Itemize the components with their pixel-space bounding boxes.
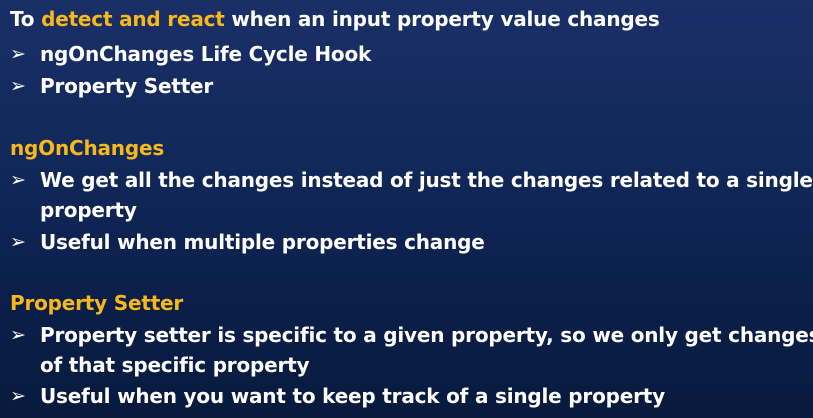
intro-suffix: when an input property value changes	[224, 7, 660, 31]
section-heading-property-setter: Property Setter	[10, 291, 184, 315]
section2-bullet-1-line2: of that specific property	[40, 353, 310, 377]
bullet-arrow-icon: ➢	[10, 169, 26, 191]
bullet-arrow-icon: ➢	[10, 75, 26, 97]
section1-bullet-2: Useful when multiple properties change	[40, 230, 485, 254]
intro-prefix: To	[10, 7, 42, 31]
intro-highlight: detect and react	[41, 7, 225, 31]
section2-bullet-2: Useful when you want to keep track of a …	[40, 384, 665, 408]
bullet-arrow-icon: ➢	[10, 385, 26, 407]
intro-bullet-ngonchanges: ngOnChanges Life Cycle Hook	[40, 42, 372, 66]
bullet-arrow-icon: ➢	[10, 43, 26, 65]
bullet-arrow-icon: ➢	[10, 324, 26, 346]
section1-bullet-1-line1: We get all the changes instead of just t…	[40, 168, 813, 192]
bullet-arrow-icon: ➢	[10, 231, 26, 253]
section2-bullet-1-line1: Property setter is specific to a given p…	[40, 323, 813, 347]
section-heading-ngonchanges: ngOnChanges	[10, 136, 165, 160]
intro-bullet-property-setter: Property Setter	[40, 74, 214, 98]
section1-bullet-1-line2: property	[40, 198, 137, 222]
intro-line: To detect and react when an input proper…	[10, 6, 660, 32]
